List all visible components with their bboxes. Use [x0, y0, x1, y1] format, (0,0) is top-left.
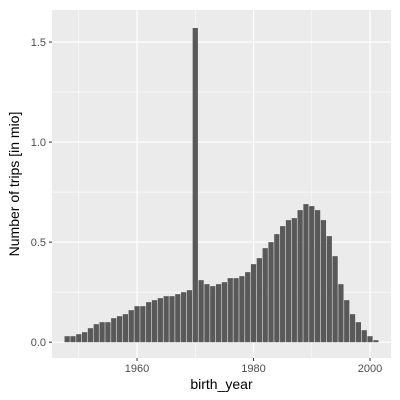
bar	[186, 290, 193, 343]
bar	[239, 276, 245, 343]
bar	[285, 220, 292, 343]
bar	[76, 334, 82, 343]
bar	[332, 256, 338, 343]
y-tick-label: 0.0	[31, 337, 46, 349]
bar	[250, 264, 257, 343]
bar	[210, 286, 216, 343]
bar	[198, 280, 204, 343]
bar	[215, 284, 222, 343]
bar	[93, 324, 99, 343]
bar	[122, 314, 129, 343]
bar	[309, 206, 315, 343]
bar	[181, 292, 187, 343]
bar	[105, 322, 111, 343]
bar	[373, 340, 379, 343]
bar	[169, 296, 175, 343]
bar	[344, 300, 350, 343]
bar	[355, 322, 362, 343]
bar	[64, 336, 70, 343]
bar	[157, 298, 163, 343]
bar	[326, 236, 332, 343]
bar	[134, 306, 140, 343]
bar	[262, 248, 268, 343]
bar	[175, 294, 181, 343]
bar	[268, 242, 274, 343]
bar	[151, 300, 158, 343]
bar	[221, 282, 228, 343]
bar	[116, 316, 123, 343]
bar	[320, 220, 327, 343]
bar	[163, 296, 169, 343]
bar	[140, 306, 146, 343]
y-tick-label: 1.5	[31, 37, 46, 49]
bar	[99, 322, 105, 343]
x-tick-label: 1980	[241, 363, 265, 375]
bar	[204, 284, 210, 343]
bar	[146, 302, 152, 343]
bar	[87, 328, 94, 343]
bar-series	[64, 28, 379, 343]
x-tick-label: 1960	[125, 363, 149, 375]
bar	[70, 336, 76, 343]
x-axis: 1960 1980 2000	[125, 358, 382, 375]
bar	[227, 278, 233, 343]
x-tick-label: 2000	[358, 363, 382, 375]
bar	[291, 218, 297, 343]
x-axis-title: birth_year	[190, 376, 253, 392]
bar	[111, 318, 117, 343]
y-tick-label: 0.5	[31, 237, 46, 249]
bar	[81, 332, 88, 343]
bar	[274, 234, 280, 343]
bar	[280, 226, 286, 343]
bar	[128, 310, 134, 343]
bar	[233, 278, 239, 343]
bar	[256, 258, 262, 343]
y-axis-title: Number of trips [in mio]	[6, 112, 22, 257]
bar	[297, 210, 303, 343]
y-tick-label: 1.0	[31, 137, 46, 149]
bar	[245, 272, 251, 343]
bar	[361, 330, 367, 343]
bar	[192, 28, 198, 343]
y-axis: 0.0 0.5 1.0 1.5	[31, 37, 52, 349]
bar	[367, 336, 373, 343]
bar	[314, 210, 321, 343]
bar	[303, 204, 309, 343]
bar	[349, 314, 356, 343]
bar	[338, 284, 344, 343]
